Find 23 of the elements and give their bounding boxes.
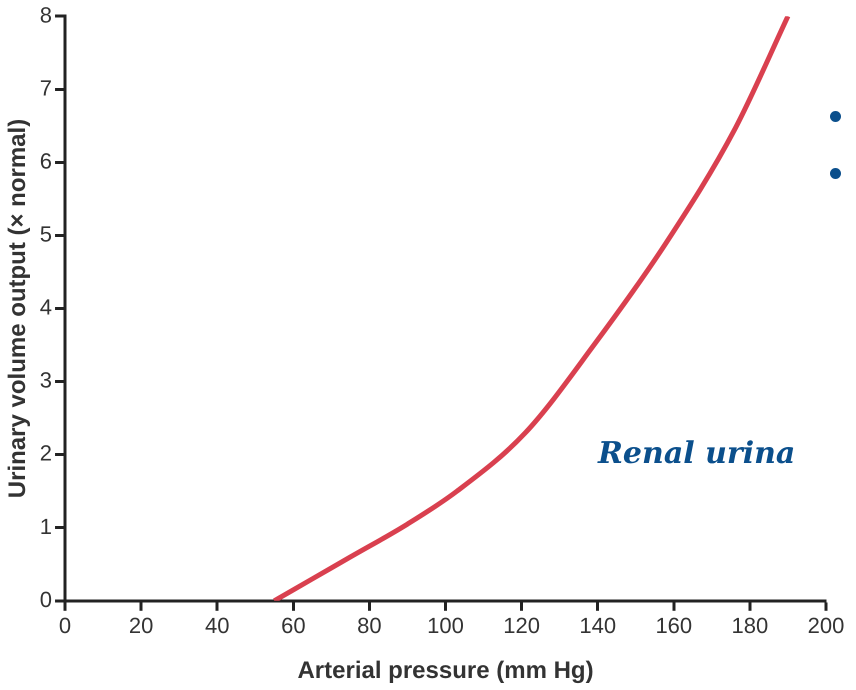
y-tick-label: 6	[40, 148, 52, 174]
y-tick-label: 4	[40, 294, 52, 320]
x-tick-label: 160	[655, 613, 692, 638]
x-axis-title: Arterial pressure (mm Hg)	[297, 657, 594, 684]
y-tick-label: 0	[40, 586, 52, 612]
x-tick-label: 200	[808, 613, 844, 638]
x-tick-label: 180	[732, 613, 768, 638]
y-tick-label: 3	[40, 368, 52, 393]
x-tick-label: 80	[357, 613, 382, 638]
y-tick-label: 1	[40, 514, 52, 539]
annotation: Renal urina	[598, 436, 796, 471]
y-axis-title: Urinary volume output (× normal)	[4, 118, 32, 498]
x-tick-label: 100	[427, 613, 464, 638]
y-tick-label: 5	[40, 221, 52, 246]
x-tick-label: 0	[58, 613, 72, 638]
x-tick-label: 120	[503, 613, 540, 638]
x-tick-label: 60	[281, 613, 306, 638]
y-tick-label: 8	[40, 2, 52, 28]
x-tick-label: 20	[128, 613, 154, 638]
x-tick-label: 140	[579, 613, 616, 638]
y-tick-label: 7	[40, 75, 52, 100]
y-tick-label: 2	[40, 440, 52, 466]
x-tick-label: 40	[204, 613, 230, 638]
